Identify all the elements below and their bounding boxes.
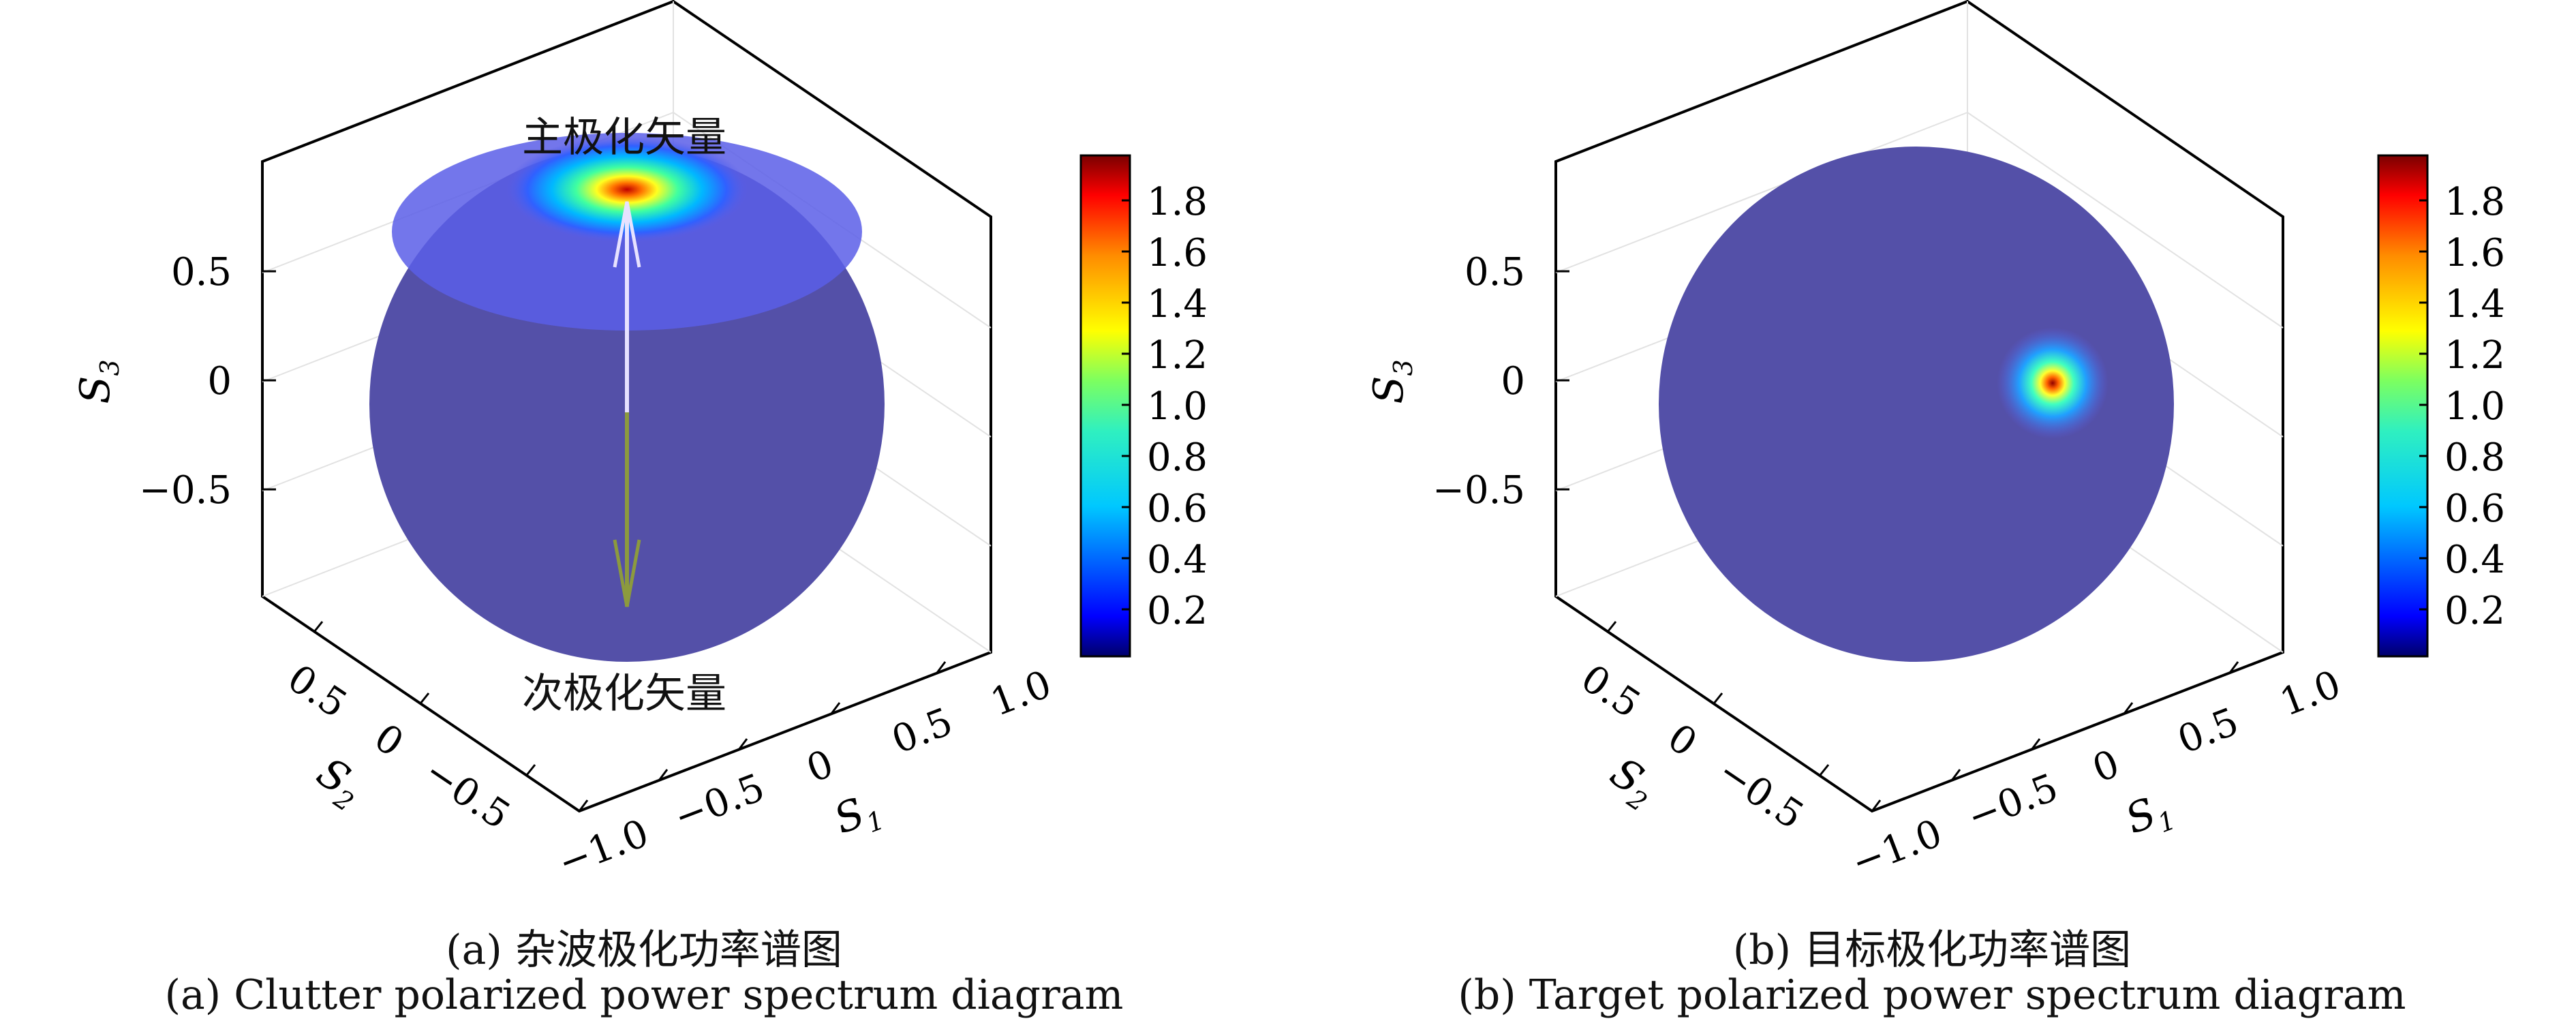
caption-a-english: (a) Clutter polarized power spectrum dia… <box>164 971 1124 1019</box>
s3-axis-label-b: S3 <box>1365 359 1418 403</box>
colorbar-tick-label-a: 1.6 <box>1147 231 1208 275</box>
panel-a: 主极化矢量 次极化矢量 0.5 0 −0.5 S3 0.5 0 −0.5 S2 <box>72 0 1208 885</box>
s2-axis-label-b: S2 <box>1599 748 1666 817</box>
s1-axis-label-a: S1 <box>828 783 889 849</box>
s1-tick-label-b: −0.5 <box>1961 765 2064 840</box>
s1-tick-label-a: −0.5 <box>668 765 770 840</box>
colorbar-tick-label-a: 0.2 <box>1147 589 1208 633</box>
colorbar-tick-label-b: 0.8 <box>2444 436 2505 480</box>
s1-axis-label-b: S1 <box>2119 783 2180 849</box>
s2-ticks-a <box>313 621 536 776</box>
caption-b-chinese: (b) 目标极化功率谱图 <box>1732 926 2132 974</box>
s3-tick-label-a: 0.5 <box>171 250 232 294</box>
s1-tick-label-a: 1.0 <box>985 662 1057 725</box>
s3-ticks-b <box>1556 270 1569 491</box>
colorbar-tick-label-b: 1.6 <box>2444 231 2505 275</box>
s1-tick-label-b: 0.5 <box>2172 699 2244 763</box>
caption-a-chinese: (a) 杂波极化功率谱图 <box>446 926 842 974</box>
s1-tick-label-b: −1.0 <box>1845 811 1948 885</box>
annotation-main-a: 主极化矢量 <box>522 114 726 162</box>
hotspot-b <box>1997 327 2109 439</box>
colorbar-tick-label-b: 0.2 <box>2444 589 2505 633</box>
s1-tick-label-b: 0 <box>2087 742 2126 791</box>
s3-axis-label-a: S3 <box>72 359 125 403</box>
colorbar-tick-label-a: 1.8 <box>1147 180 1208 224</box>
colorbar-tick-label-b: 1.0 <box>2444 384 2505 429</box>
s1-ticks-b <box>1871 661 2239 812</box>
s2-tick-label-a: −0.5 <box>416 750 518 838</box>
s3-ticks-a <box>262 270 276 491</box>
s3-tick-label-b: −0.5 <box>1432 468 1525 513</box>
s2-tick-label-b: −0.5 <box>1710 750 1811 838</box>
arrow-main-head-a <box>613 201 641 268</box>
caption-b-english: (b) Target polarized power spectrum diag… <box>1458 971 2406 1019</box>
panel-b: 0.5 0 −0.5 S3 0.5 0 −0.5 S2 −1.0 −0.5 0 … <box>1365 0 2505 885</box>
colorbar-tick-label-b: 1.4 <box>2444 282 2505 326</box>
s3-tick-label-a: 0 <box>207 359 232 403</box>
colorbar-tick-label-a: 1.0 <box>1147 384 1208 429</box>
s1-tick-label-a: 0 <box>801 742 840 791</box>
s1-tick-label-a: 0.5 <box>886 699 958 763</box>
s3-tick-label-b: 0.5 <box>1465 250 1525 294</box>
colorbar-tick-label-a: 1.4 <box>1147 282 1208 326</box>
s2-tick-label-b: 0.5 <box>1573 656 1648 727</box>
arrow-sub-head-a <box>613 539 641 607</box>
s3-tick-label-a: −0.5 <box>139 468 232 513</box>
hotspot-a <box>506 136 748 243</box>
s3-tick-label-b: 0 <box>1501 359 1525 403</box>
s1-tick-label-a: −1.0 <box>552 811 654 885</box>
colorbar-tick-label-a: 0.6 <box>1147 487 1208 531</box>
s2-tick-label-a: 0 <box>366 716 411 766</box>
colorbar-tick-label-a: 0.4 <box>1147 538 1208 582</box>
s1-tick-label-b: 1.0 <box>2274 662 2346 725</box>
colorbar-ticks-a <box>1122 199 1130 611</box>
colorbar-tick-label-b: 1.2 <box>2444 333 2505 378</box>
colorbar-tick-label-b: 1.8 <box>2444 180 2505 224</box>
colorbar-tick-label-b: 0.4 <box>2444 538 2505 582</box>
sphere-b <box>1659 147 2174 662</box>
s2-ticks-b <box>1606 621 1830 776</box>
colorbar-tick-label-a: 0.8 <box>1147 436 1208 480</box>
colorbar-tick-label-b: 0.6 <box>2444 487 2505 531</box>
s1-ticks-a <box>578 661 947 812</box>
annotation-sub-a: 次极化矢量 <box>522 670 726 718</box>
s2-tick-label-a: 0.5 <box>279 656 354 727</box>
colorbar-tick-label-a: 1.2 <box>1147 333 1208 378</box>
s2-tick-label-b: 0 <box>1659 716 1704 766</box>
colorbar-ticks-b <box>2419 199 2427 611</box>
s2-axis-label-a: S2 <box>305 748 372 817</box>
